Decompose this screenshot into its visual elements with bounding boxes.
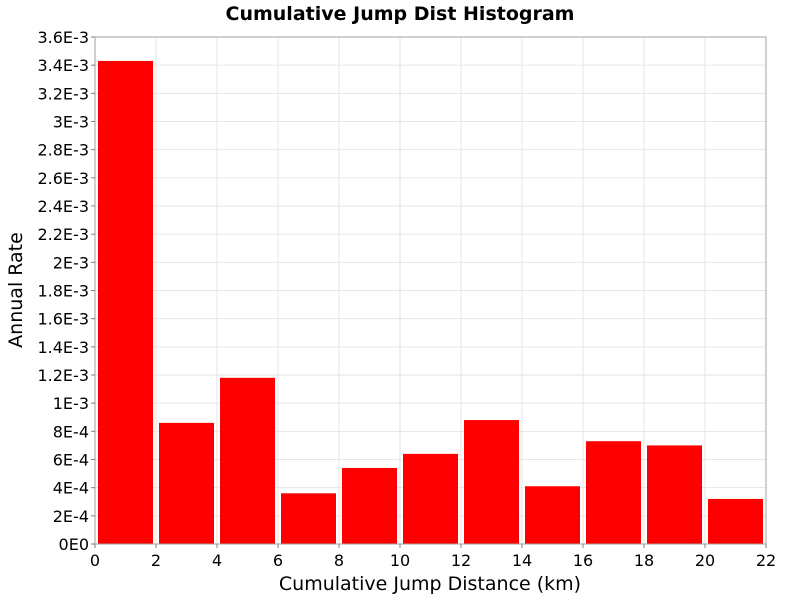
y-tick-label: 3.4E-3 (37, 56, 89, 75)
y-tick-label: 3.2E-3 (37, 84, 89, 103)
x-tick-label: 16 (573, 551, 593, 570)
y-tick-label: 2E-4 (53, 507, 89, 526)
bars (98, 60, 763, 545)
histogram-bar (464, 420, 519, 544)
x-tick-label: 14 (512, 551, 532, 570)
histogram-bar (98, 60, 153, 545)
histogram-bar (708, 498, 763, 544)
histogram-bar (342, 467, 397, 544)
x-axis-ticks: 0 2 4 6 8 10 12 14 16 18 20 22 (90, 544, 776, 570)
y-tick-label: 2.2E-3 (37, 225, 89, 244)
histogram-bar (586, 441, 641, 544)
chart-title: Cumulative Jump Dist Histogram (226, 3, 575, 25)
y-tick-label: 1.4E-3 (37, 338, 89, 357)
y-tick-label: 2E-3 (53, 253, 89, 272)
y-tick-label: 2.8E-3 (37, 141, 89, 160)
x-tick-label: 8 (334, 551, 344, 570)
y-tick-label: 1.8E-3 (37, 282, 89, 301)
y-tick-label: 1E-3 (53, 394, 89, 413)
x-axis-label: Cumulative Jump Distance (km) (279, 573, 581, 595)
y-tick-label: 8E-4 (53, 422, 89, 441)
y-tick-label: 6E-4 (53, 451, 89, 470)
x-tick-label: 6 (273, 551, 283, 570)
x-tick-label: 2 (151, 551, 161, 570)
grid-lines (94, 36, 767, 545)
histogram-bar (159, 422, 214, 544)
y-tick-label: 3.6E-3 (37, 28, 89, 47)
histogram-bar (220, 377, 275, 544)
y-tick-label: 2.4E-3 (37, 197, 89, 216)
y-tick-label: 1.2E-3 (37, 366, 89, 385)
x-tick-label: 20 (695, 551, 715, 570)
y-tick-label: 1.6E-3 (37, 310, 89, 329)
histogram-bar (403, 453, 458, 544)
histogram-bar (647, 445, 702, 544)
histogram-bar (525, 486, 580, 544)
y-tick-label: 3E-3 (53, 113, 89, 132)
x-tick-label: 22 (756, 551, 776, 570)
x-tick-label: 18 (634, 551, 654, 570)
y-axis-ticks: 0E0 2E-4 4E-4 6E-4 8E-4 1E-3 1.2E-3 1.4E-3 1.6E-… (37, 28, 95, 554)
y-tick-label: 0E0 (59, 535, 89, 554)
x-tick-label: 4 (212, 551, 222, 570)
x-tick-label: 12 (451, 551, 471, 570)
y-tick-label: 4E-4 (53, 479, 89, 498)
y-axis-label: Annual Rate (5, 232, 27, 348)
histogram-bar (281, 493, 336, 544)
y-tick-label: 2.6E-3 (37, 169, 89, 188)
x-tick-label: 0 (90, 551, 100, 570)
x-tick-label: 10 (390, 551, 410, 570)
